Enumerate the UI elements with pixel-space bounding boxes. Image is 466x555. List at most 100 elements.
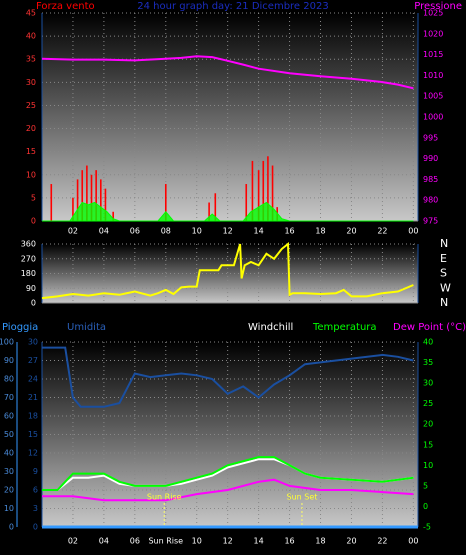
y2-tick-label: -5 bbox=[423, 523, 431, 532]
y-tick-label: 35 bbox=[26, 55, 36, 64]
compass-label: W bbox=[440, 281, 451, 294]
bar bbox=[208, 202, 210, 221]
legend-entry: Dew Point (°C) bbox=[393, 322, 466, 333]
y-tick-label: 0 bbox=[31, 299, 36, 308]
y2-tick-label: 1025 bbox=[423, 9, 443, 18]
bar bbox=[50, 184, 53, 221]
bar bbox=[257, 170, 260, 221]
y2-tick-label: 30 bbox=[423, 379, 433, 388]
y-tick-label: 0 bbox=[9, 523, 14, 532]
compass-label: N bbox=[440, 296, 448, 309]
bar bbox=[271, 165, 274, 221]
y3-tick-label: 15 bbox=[28, 430, 38, 439]
x-tick-label: 02 bbox=[68, 537, 78, 546]
y3-tick-label: 3 bbox=[33, 504, 38, 513]
line bbox=[42, 478, 414, 502]
bar bbox=[245, 184, 248, 221]
y2-tick-label: 1015 bbox=[423, 50, 443, 59]
line bbox=[42, 346, 414, 408]
y-tick-label: 30 bbox=[26, 78, 36, 87]
x-tick-label: 14 bbox=[254, 227, 264, 236]
y-tick-label: 10 bbox=[4, 504, 14, 513]
y-tick-label: 360 bbox=[21, 240, 36, 249]
plot-area bbox=[42, 13, 418, 221]
annotation: Sun Set bbox=[286, 493, 317, 502]
y-label: Forza vento bbox=[36, 1, 95, 12]
y-tick-label: 70 bbox=[4, 393, 14, 402]
bar bbox=[90, 174, 93, 221]
x-tick-label: 10 bbox=[192, 227, 202, 236]
y-tick-label: 5 bbox=[31, 193, 36, 202]
y2-tick-label: 1020 bbox=[423, 29, 443, 38]
y-tick-label: 30 bbox=[4, 467, 14, 476]
y3-tick-label: 21 bbox=[28, 393, 38, 402]
x-tick-label: 20 bbox=[346, 227, 356, 236]
y-tick-label: 45 bbox=[26, 9, 36, 18]
chart-title: 24 hour graph day: 21 Dicembre 2023 bbox=[137, 1, 328, 12]
compass-label: S bbox=[440, 267, 447, 280]
bar bbox=[262, 160, 265, 221]
x-tick-label: 02 bbox=[68, 227, 78, 236]
y2-tick-label: 1000 bbox=[423, 113, 443, 122]
y2-tick-label: 985 bbox=[423, 175, 438, 184]
x-tick-label: 18 bbox=[315, 227, 325, 236]
legend-entry: Windchill bbox=[248, 322, 293, 333]
y-tick-label: 80 bbox=[4, 375, 14, 384]
bar bbox=[72, 197, 74, 221]
y2-tick-label: 0 bbox=[423, 502, 428, 511]
y-tick-label: 15 bbox=[26, 147, 36, 156]
y-tick-label: 0 bbox=[31, 217, 36, 226]
y-tick-label: 270 bbox=[21, 254, 36, 263]
x-tick-label: 12 bbox=[223, 227, 233, 236]
y2-tick-label: 15 bbox=[423, 440, 433, 449]
line bbox=[41, 241, 414, 300]
y3-tick-label: 9 bbox=[33, 467, 38, 476]
legend-entry: Pioggia bbox=[2, 322, 38, 333]
y3-tick-label: 6 bbox=[33, 486, 38, 495]
y2-tick-label: 990 bbox=[423, 154, 438, 163]
x-tick-label: 16 bbox=[284, 227, 294, 236]
bar bbox=[99, 179, 102, 221]
legend-entry: Umidita bbox=[67, 322, 106, 333]
y-tick-label: 100 bbox=[0, 338, 14, 347]
y-tick-label: 180 bbox=[21, 269, 36, 278]
bar bbox=[267, 156, 269, 221]
bar bbox=[251, 160, 254, 221]
y3-tick-label: 0 bbox=[33, 523, 38, 532]
y-tick-label: 40 bbox=[4, 449, 14, 458]
y3-tick-label: 27 bbox=[28, 356, 38, 365]
y-tick-label: 25 bbox=[26, 101, 36, 110]
x-tick-label: 16 bbox=[284, 537, 294, 546]
x-tick-label: 06 bbox=[130, 227, 140, 236]
y2-tick-label: 20 bbox=[423, 420, 433, 429]
bar bbox=[214, 193, 217, 221]
bar bbox=[86, 165, 88, 221]
x-tick-label: 20 bbox=[346, 537, 356, 546]
y2-tick-label: 10 bbox=[423, 461, 433, 470]
y-tick-label: 90 bbox=[4, 356, 14, 365]
bar bbox=[112, 211, 114, 221]
area bbox=[42, 201, 414, 222]
bar bbox=[104, 188, 107, 221]
compass-label: E bbox=[440, 252, 447, 265]
y3-tick-label: 18 bbox=[28, 412, 38, 421]
y-tick-label: 20 bbox=[26, 124, 36, 133]
y2-tick-label: 1005 bbox=[423, 92, 443, 101]
y2-tick-label: 5 bbox=[423, 481, 428, 490]
x-tick-label: 00 bbox=[408, 227, 418, 236]
x-tick-label: 08 bbox=[161, 227, 171, 236]
x-tick-label: 14 bbox=[254, 537, 264, 546]
y2-tick-label: 975 bbox=[423, 217, 438, 226]
y2-tick-label: 40 bbox=[423, 338, 433, 347]
line bbox=[42, 456, 414, 491]
y2-tick-label: 35 bbox=[423, 358, 433, 367]
x-tick-label: 10 bbox=[192, 537, 202, 546]
y2-tick-label: 980 bbox=[423, 196, 438, 205]
y2-tick-label: 995 bbox=[423, 133, 438, 142]
y3-tick-label: 30 bbox=[28, 338, 38, 347]
y-tick-label: 20 bbox=[4, 486, 14, 495]
x-tick-label: 22 bbox=[377, 227, 387, 236]
x-tick-label: 06 bbox=[130, 537, 140, 546]
y-tick-label: 10 bbox=[26, 170, 36, 179]
